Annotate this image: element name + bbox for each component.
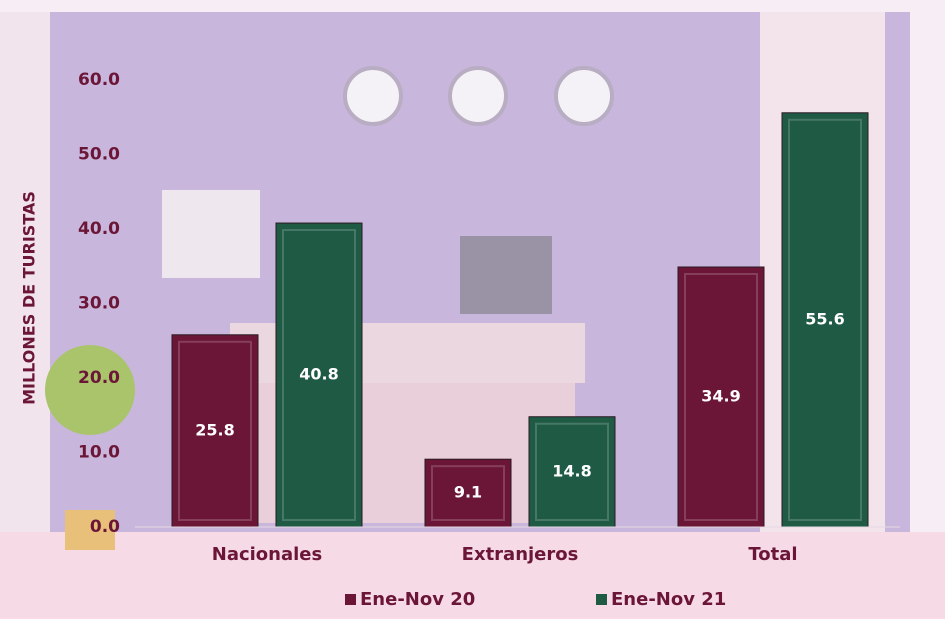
clock — [448, 66, 508, 126]
pillar-left — [0, 12, 50, 532]
pot — [65, 510, 115, 550]
bar-bevel — [788, 118, 862, 521]
y-tick-label: 10.0 — [78, 443, 120, 463]
bar — [781, 112, 869, 528]
legend-label: Ene-Nov 21 — [611, 589, 726, 610]
y-tick-label: 0.0 — [90, 517, 120, 537]
value-label: 55.6 — [805, 309, 844, 328]
y-tick-label: 60.0 — [78, 70, 120, 90]
bar — [677, 266, 765, 528]
bar — [171, 334, 259, 528]
y-tick-label: 50.0 — [78, 145, 120, 165]
y-tick-label: 30.0 — [78, 294, 120, 314]
bar — [424, 458, 512, 528]
y-tick-label: 40.0 — [78, 219, 120, 239]
clock — [554, 66, 614, 126]
y-tick-label: 20.0 — [78, 368, 120, 388]
bar-bevel — [684, 272, 758, 521]
key-board — [162, 190, 260, 278]
value-label: 34.9 — [701, 386, 740, 405]
bar-bevel — [431, 465, 505, 521]
bar-bevel — [282, 229, 356, 521]
floor — [0, 532, 945, 619]
monitor — [460, 236, 552, 314]
legend-label: Ene-Nov 20 — [360, 589, 475, 610]
value-label: 14.8 — [552, 461, 591, 480]
x-tick-label: Extranjeros — [462, 544, 579, 565]
value-label: 40.8 — [299, 365, 338, 384]
plant — [45, 345, 135, 435]
y-axis-label: MILLONES DE TURISTAS — [20, 191, 39, 405]
legend-swatch — [345, 594, 356, 605]
bar — [528, 416, 616, 528]
value-label: 25.8 — [195, 420, 234, 439]
bar-bevel — [178, 340, 252, 522]
bar-bevel — [535, 422, 609, 521]
x-tick-label: Total — [748, 544, 797, 565]
x-tick-label: Nacionales — [212, 544, 322, 565]
bar — [275, 222, 363, 528]
legend-swatch — [596, 594, 607, 605]
clock — [343, 66, 403, 126]
value-label: 9.1 — [454, 483, 482, 502]
